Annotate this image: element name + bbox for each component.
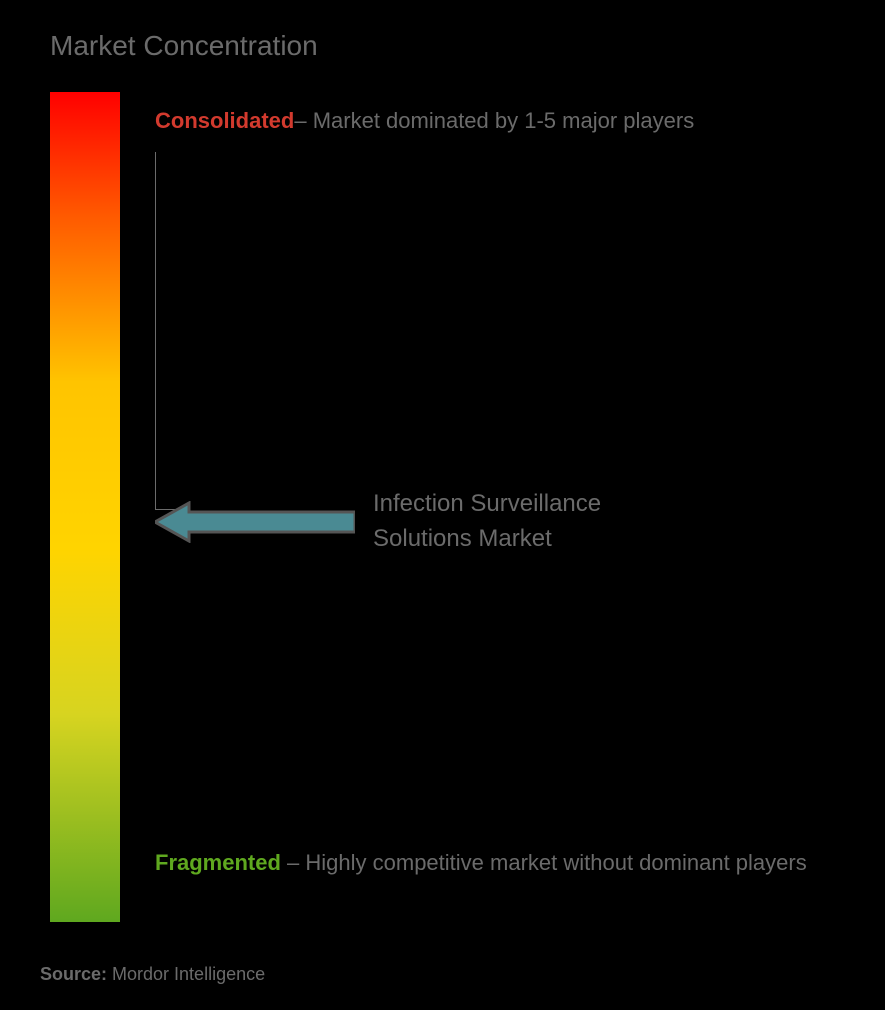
diagram-body: Consolidated– Market dominated by 1-5 ma… xyxy=(40,92,845,922)
fragmented-label: Fragmented – Highly competitive market w… xyxy=(155,839,815,887)
fragmented-desc: – Highly competitive market without domi… xyxy=(281,850,807,875)
page-title: Market Concentration xyxy=(50,30,845,62)
connector-line-2 xyxy=(155,152,189,501)
market-pointer: Infection Surveillance Solutions Market xyxy=(155,487,673,557)
consolidated-label: Consolidated– Market dominated by 1-5 ma… xyxy=(155,97,815,145)
concentration-gradient-bar xyxy=(50,92,120,922)
source-label: Source: xyxy=(40,964,107,984)
labels-column: Consolidated– Market dominated by 1-5 ma… xyxy=(155,92,845,922)
source-attribution: Source: Mordor Intelligence xyxy=(40,964,265,985)
consolidated-desc: – Market dominated by 1-5 major players xyxy=(294,108,694,133)
source-value: Mordor Intelligence xyxy=(107,964,265,984)
fragmented-keyword: Fragmented xyxy=(155,850,281,875)
arrow-left-icon xyxy=(155,501,355,543)
consolidated-keyword: Consolidated xyxy=(155,108,294,133)
market-pointer-label: Infection Surveillance Solutions Market xyxy=(373,487,673,557)
